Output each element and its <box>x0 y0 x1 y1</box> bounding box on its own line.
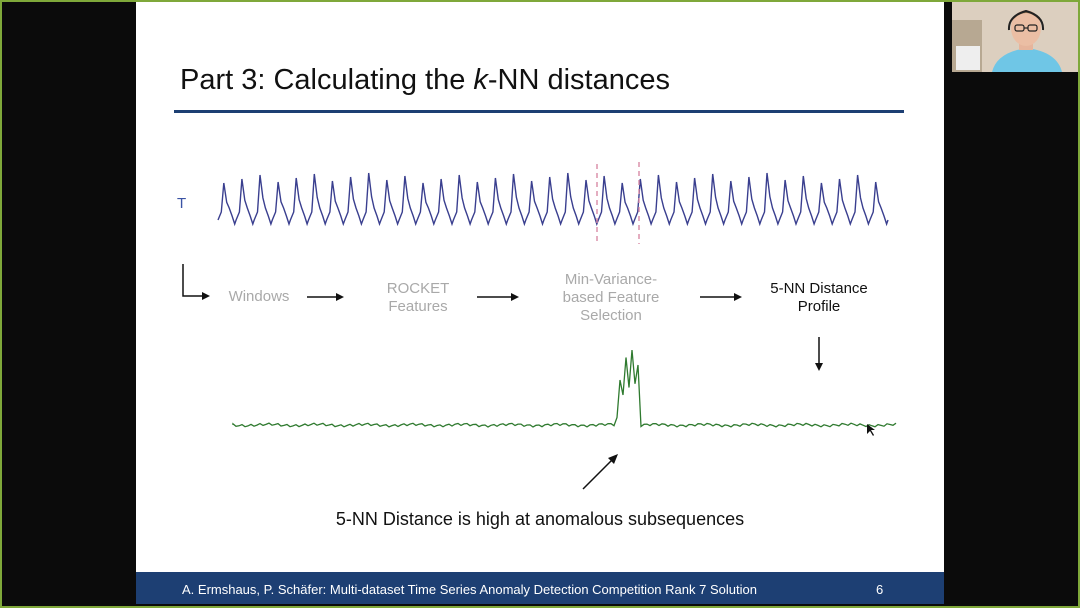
series-label: T <box>177 195 187 212</box>
person-video-feed-icon <box>952 2 1078 72</box>
down-arrow <box>815 337 823 371</box>
pipeline-arrow-3 <box>700 293 742 301</box>
slide-footer: A. Ermshaus, P. Schäfer: Multi-dataset T… <box>136 572 944 604</box>
webcam-thumbnail <box>952 2 1078 72</box>
distance-profile-line <box>232 349 897 428</box>
mouse-cursor-icon <box>867 424 875 436</box>
slide-graphics <box>182 162 897 490</box>
pipeline-step-distance-profile: 5-NN Distance Profile <box>770 280 868 315</box>
start-arrow <box>182 264 210 300</box>
pipeline-arrow-1 <box>307 293 344 301</box>
time-series-line <box>217 172 889 227</box>
title-underline <box>174 110 904 113</box>
pipeline-step-windows: Windows <box>228 288 290 305</box>
pipeline-step-rocket-features: ROCKET Features <box>386 280 450 315</box>
title-suffix: -NN distances <box>487 64 671 96</box>
footer-credits: A. Ermshaus, P. Schäfer: Multi-dataset T… <box>182 582 757 597</box>
slide-caption: 5-NN Distance is high at anomalous subse… <box>335 509 745 529</box>
title-italic-k: k <box>473 64 488 96</box>
pipeline-arrow-2 <box>477 293 519 301</box>
pipeline-step-feature-selection: Min-Variance- based Feature Selection <box>562 271 660 324</box>
title-prefix: Part 3: Calculating the <box>180 64 474 96</box>
presentation-slide: Part 3: Calculating the k-NN distances T <box>136 2 944 604</box>
page-number: 6 <box>876 582 884 597</box>
slide-title: Part 3: Calculating the k-NN distances <box>180 64 670 97</box>
peak-arrow <box>582 454 618 490</box>
